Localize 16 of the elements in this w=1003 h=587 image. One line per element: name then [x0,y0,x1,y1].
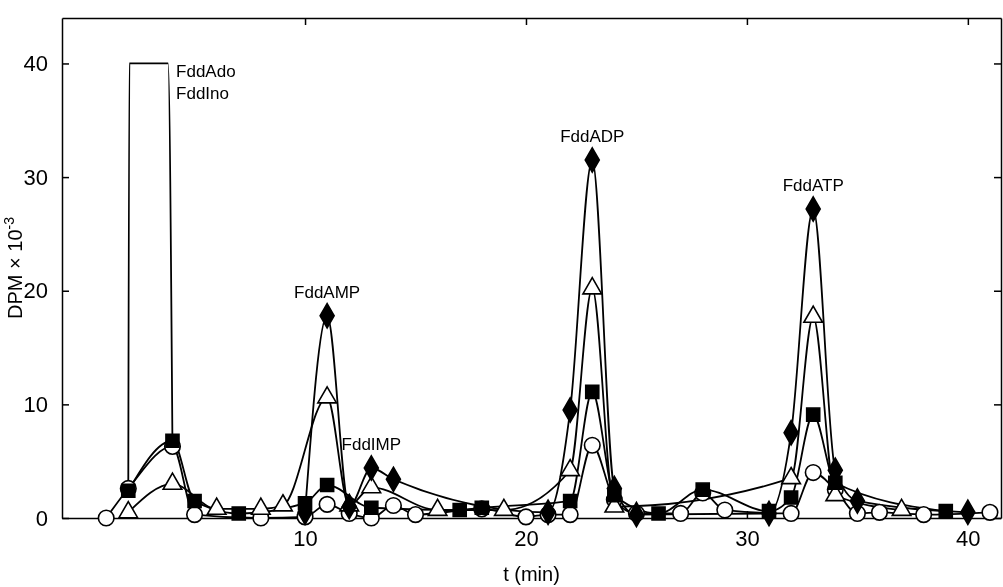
annotation: FddATP [782,175,844,195]
x-tick-label: 40 [956,525,981,551]
x-tick-label: 10 [293,525,318,551]
y-tick-label: 20 [23,278,48,304]
y-tick-label: 40 [23,50,48,76]
annotation: FddAMP [294,282,361,302]
annotation: FddADP [560,127,625,147]
y-tick-label: 30 [23,164,48,190]
x-axis-title: t (min) [503,563,560,585]
x-tick-label: 30 [735,525,760,551]
y-tick-label: 0 [35,505,48,531]
annotation: FddAdo [176,62,236,82]
x-tick-label: 20 [514,525,539,551]
y-tick-label: 10 [23,391,48,417]
annotation: FddIno [176,84,229,104]
annotation: FddIMP [341,435,402,454]
